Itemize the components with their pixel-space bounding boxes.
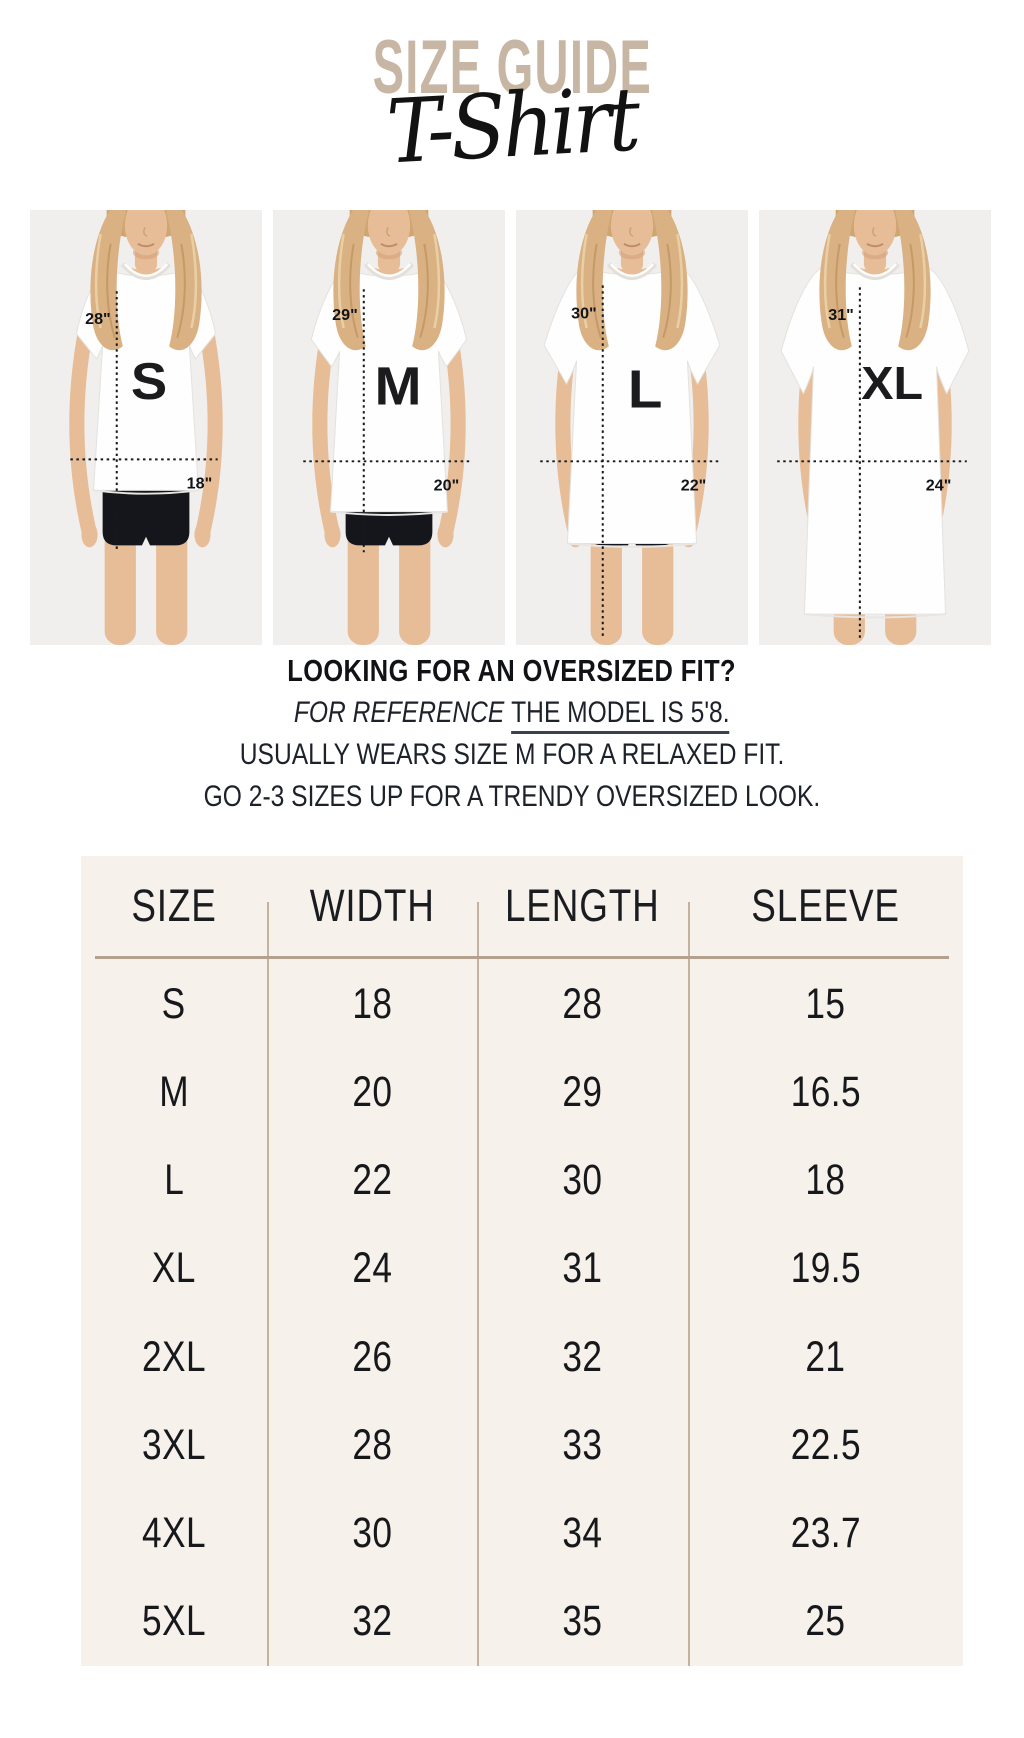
- column-divider: [477, 902, 480, 1666]
- table-cell: 33: [562, 1420, 603, 1469]
- table-cell: 24: [352, 1244, 393, 1293]
- model-photo-size-l: 30" 22" L: [516, 210, 748, 645]
- table-cell: 3XL: [142, 1420, 207, 1469]
- table-row: 2XL 26 32 21: [81, 1313, 963, 1401]
- table-cell: 35: [562, 1597, 603, 1646]
- column-divider: [267, 902, 270, 1666]
- size-label: S: [131, 353, 167, 411]
- table-cell: 2XL: [142, 1332, 207, 1381]
- note-reference-italic: FOR REFERENCE: [294, 696, 505, 729]
- table-row: L 22 30 18: [81, 1137, 963, 1225]
- table-cell: 19.5: [790, 1244, 861, 1293]
- note-heading: LOOKING FOR AN OVERSIZED FIT?: [287, 653, 737, 688]
- size-table: SIZE WIDTH LENGTH SLEEVE S 18 28 15 M 20 29 16.…: [81, 856, 963, 1666]
- width-measurement: 22": [681, 478, 707, 495]
- length-measurement: 30": [571, 306, 597, 323]
- size-label: L: [628, 358, 663, 419]
- width-measurement: 18": [187, 476, 213, 493]
- size-table-header: SIZE WIDTH LENGTH SLEEVE: [81, 856, 963, 956]
- table-cell: 25: [805, 1597, 846, 1646]
- note-line3: USUALLY WEARS SIZE M FOR A RELAXED FIT.: [239, 738, 785, 771]
- table-cell: M: [159, 1067, 189, 1116]
- table-cell: L: [164, 1156, 185, 1205]
- width-measurement: 24": [926, 478, 952, 495]
- table-cell: 5XL: [142, 1597, 207, 1646]
- table-cell: 34: [562, 1509, 603, 1558]
- table-cell: 22: [352, 1156, 393, 1205]
- table-cell: 29: [562, 1067, 603, 1116]
- table-row: 4XL 30 34 23.7: [81, 1490, 963, 1578]
- table-cell: 23.7: [790, 1509, 861, 1558]
- size-label: XL: [861, 358, 923, 410]
- column-header-size: SIZE: [131, 880, 217, 931]
- model-photo-size-xl: 31" 24" XL: [759, 210, 991, 645]
- table-row: S 18 28 15: [81, 960, 963, 1048]
- table-cell: 22.5: [790, 1420, 861, 1469]
- table-cell: 16.5: [790, 1067, 861, 1116]
- table-cell: XL: [152, 1244, 197, 1293]
- header-underline: [95, 956, 949, 959]
- note-reference-underlined: THE MODEL IS 5'8.: [511, 696, 730, 734]
- length-measurement: 28": [85, 311, 111, 328]
- table-cell: 28: [352, 1420, 393, 1469]
- table-cell: 26: [352, 1332, 393, 1381]
- oversized-note: LOOKING FOR AN OVERSIZED FIT? FOR REFERE…: [0, 650, 1024, 818]
- size-label: M: [375, 356, 422, 417]
- note-reference: FOR REFERENCE THE MODEL IS 5'8.: [0, 692, 1024, 734]
- page-title: SIZE GUIDE: [372, 25, 652, 110]
- table-cell: 30: [352, 1509, 393, 1558]
- table-cell: 18: [352, 979, 393, 1028]
- column-header-length: LENGTH: [505, 880, 660, 931]
- table-cell: 30: [562, 1156, 603, 1205]
- table-cell: 32: [562, 1332, 603, 1381]
- table-cell: 31: [562, 1244, 603, 1293]
- table-cell: S: [162, 979, 187, 1028]
- table-cell: 4XL: [142, 1509, 207, 1558]
- header: SIZE GUIDE T-Shirt: [0, 25, 1024, 184]
- table-cell: 32: [352, 1597, 393, 1646]
- table-cell: 28: [562, 979, 603, 1028]
- table-row: 3XL 28 33 22.5: [81, 1401, 963, 1489]
- page-subtitle-script: T-Shirt: [384, 67, 640, 184]
- width-measurement: 20": [434, 478, 460, 495]
- table-row: M 20 29 16.5: [81, 1048, 963, 1136]
- column-divider: [687, 902, 690, 1666]
- length-measurement: 31": [828, 307, 854, 324]
- column-header-width: WIDTH: [309, 880, 435, 931]
- model-photo-row: 28" 18" S 29" 20" M 30" 22" L 31" 24" X: [30, 210, 991, 645]
- note-line4: GO 2-3 SIZES UP FOR A TRENDY OVERSIZED L…: [203, 780, 821, 813]
- length-measurement: 29": [332, 307, 358, 324]
- table-cell: 21: [805, 1332, 846, 1381]
- model-photo-size-s: 28" 18" S: [30, 210, 262, 645]
- table-row: 5XL 32 35 25: [81, 1578, 963, 1666]
- table-cell: 20: [352, 1067, 393, 1116]
- column-header-sleeve: SLEEVE: [751, 880, 900, 931]
- table-cell: 15: [805, 979, 846, 1028]
- model-photo-size-m: 29" 20" M: [273, 210, 505, 645]
- size-table-rows: S 18 28 15 M 20 29 16.5 L 22 30 18 XL 24 31 19.5 2XL 26 32…: [81, 960, 963, 1666]
- table-row: XL 24 31 19.5: [81, 1225, 963, 1313]
- table-cell: 18: [805, 1156, 846, 1205]
